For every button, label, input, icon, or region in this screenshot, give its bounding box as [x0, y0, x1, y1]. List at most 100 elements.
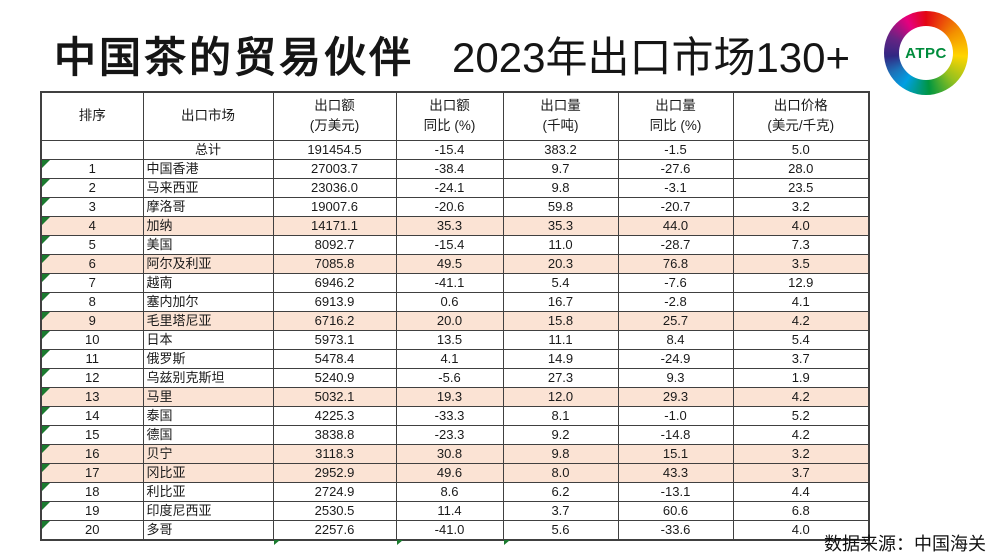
rank-cell: 19 [40, 500, 144, 521]
export-price-cell: 3.2 [732, 443, 870, 464]
export-value-yoy-cell: -33.3 [395, 405, 504, 426]
export-value-cell: 5032.1 [272, 386, 397, 407]
export-volume-cell: 27.3 [502, 367, 619, 388]
export-volume-yoy-cell: 9.3 [617, 367, 734, 388]
export-price-cell: 3.5 [732, 253, 870, 274]
table-row: 20 多哥 2257.6 -41.0 5.6 -33.6 4.0 [40, 519, 870, 540]
export-volume-cell: 35.3 [502, 215, 619, 236]
table-row: 18 利比亚 2724.9 8.6 6.2 -13.1 4.4 [40, 481, 870, 502]
export-price-cell: 7.3 [732, 234, 870, 255]
export-volume-cell: 12.0 [502, 386, 619, 407]
market-cell: 贝宁 [142, 443, 274, 464]
market-cell: 中国香港 [142, 158, 274, 179]
export-volume-yoy-cell: -3.1 [617, 177, 734, 198]
table-row: 13 马里 5032.1 19.3 12.0 29.3 4.2 [40, 386, 870, 407]
table-row: 15 德国 3838.8 -23.3 9.2 -14.8 4.2 [40, 424, 870, 445]
export-value-cell: 14171.1 [272, 215, 397, 236]
export-price-cell: 5.0 [732, 139, 870, 160]
cutoff-flag-icon [274, 540, 280, 545]
table-row: 16 贝宁 3118.3 30.8 9.8 15.1 3.2 [40, 443, 870, 464]
export-volume-cell: 16.7 [502, 291, 619, 312]
export-value-cell: 5478.4 [272, 348, 397, 369]
table-row: 6 阿尔及利亚 7085.8 49.5 20.3 76.8 3.5 [40, 253, 870, 274]
export-value-yoy-cell: 0.6 [395, 291, 504, 312]
table-row: 11 俄罗斯 5478.4 4.1 14.9 -24.9 3.7 [40, 348, 870, 369]
export-volume-yoy-cell: 44.0 [617, 215, 734, 236]
export-value-cell: 6913.9 [272, 291, 397, 312]
total-row: 总计 191454.5 -15.4 383.2 -1.5 5.0 [40, 139, 870, 160]
export-volume-cell: 14.9 [502, 348, 619, 369]
table-row: 12 乌兹别克斯坦 5240.9 -5.6 27.3 9.3 1.9 [40, 367, 870, 388]
export-price-cell: 5.2 [732, 405, 870, 426]
export-price-cell: 4.2 [732, 310, 870, 331]
export-volume-cell: 6.2 [502, 481, 619, 502]
export-value-yoy-cell: -24.1 [395, 177, 504, 198]
market-cell: 阿尔及利亚 [142, 253, 274, 274]
export-value-cell: 5973.1 [272, 329, 397, 350]
market-cell: 日本 [142, 329, 274, 350]
export-value-yoy-cell: 19.3 [395, 386, 504, 407]
col-header-rank: 排序 [40, 91, 144, 141]
col-header-market: 出口市场 [142, 91, 274, 141]
title-sub: 2023年出口市场130+ [452, 34, 851, 81]
market-cell: 俄罗斯 [142, 348, 274, 369]
export-value-cell: 5240.9 [272, 367, 397, 388]
export-value-yoy-cell: -23.3 [395, 424, 504, 445]
market-cell: 毛里塔尼亚 [142, 310, 274, 331]
export-value-cell: 2530.5 [272, 500, 397, 521]
export-value-cell: 8092.7 [272, 234, 397, 255]
export-value-yoy-cell: 49.5 [395, 253, 504, 274]
export-value-yoy-cell: -15.4 [395, 139, 504, 160]
table-row: 7 越南 6946.2 -41.1 5.4 -7.6 12.9 [40, 272, 870, 293]
data-source-note: 数据来源：中国海关 [824, 534, 986, 554]
export-volume-yoy-cell: -20.7 [617, 196, 734, 217]
header-row: 排序 出口市场 出口额 (万美元) 出口额 同比 (%) 出口量 (千吨) 出口… [40, 91, 870, 141]
export-volume-cell: 5.4 [502, 272, 619, 293]
export-volume-cell: 59.8 [502, 196, 619, 217]
export-value-cell: 27003.7 [272, 158, 397, 179]
table-row: 14 泰国 4225.3 -33.3 8.1 -1.0 5.2 [40, 405, 870, 426]
table-row: 2 马来西亚 23036.0 -24.1 9.8 -3.1 23.5 [40, 177, 870, 198]
export-volume-yoy-cell: -7.6 [617, 272, 734, 293]
export-value-yoy-cell: -20.6 [395, 196, 504, 217]
export-price-cell: 12.9 [732, 272, 870, 293]
table-row: 9 毛里塔尼亚 6716.2 20.0 15.8 25.7 4.2 [40, 310, 870, 331]
export-volume-yoy-cell: -33.6 [617, 519, 734, 540]
col-header-export-volume-yoy: 出口量 同比 (%) [617, 91, 734, 141]
export-volume-cell: 5.6 [502, 519, 619, 540]
export-volume-yoy-cell: -1.5 [617, 139, 734, 160]
export-volume-yoy-cell: -1.0 [617, 405, 734, 426]
export-volume-cell: 11.0 [502, 234, 619, 255]
market-cell: 塞内加尔 [142, 291, 274, 312]
table-row: 10 日本 5973.1 13.5 11.1 8.4 5.4 [40, 329, 870, 350]
rank-cell: 13 [40, 386, 144, 407]
rank-cell: 8 [40, 291, 144, 312]
market-cell: 马里 [142, 386, 274, 407]
rank-cell: 9 [40, 310, 144, 331]
export-volume-yoy-cell: -14.8 [617, 424, 734, 445]
table-row: 8 塞内加尔 6913.9 0.6 16.7 -2.8 4.1 [40, 291, 870, 312]
export-price-cell: 3.7 [732, 348, 870, 369]
rank-cell: 18 [40, 481, 144, 502]
rank-cell: 2 [40, 177, 144, 198]
export-value-cell: 7085.8 [272, 253, 397, 274]
market-cell: 多哥 [142, 519, 274, 540]
market-cell: 乌兹别克斯坦 [142, 367, 274, 388]
export-value-cell: 2724.9 [272, 481, 397, 502]
export-volume-yoy-cell: 29.3 [617, 386, 734, 407]
export-markets-table: 排序 出口市场 出口额 (万美元) 出口额 同比 (%) 出口量 (千吨) 出口… [40, 91, 870, 541]
export-volume-yoy-cell: 60.6 [617, 500, 734, 521]
export-volume-cell: 20.3 [502, 253, 619, 274]
rank-cell: 7 [40, 272, 144, 293]
export-price-cell: 4.2 [732, 386, 870, 407]
market-cell: 印度尼西亚 [142, 500, 274, 521]
export-value-yoy-cell: 20.0 [395, 310, 504, 331]
export-value-yoy-cell: -15.4 [395, 234, 504, 255]
export-volume-yoy-cell: 8.4 [617, 329, 734, 350]
rank-cell: 14 [40, 405, 144, 426]
page-title: 中国茶的贸易伙伴 2023年出口市场130+ [54, 24, 850, 85]
export-value-yoy-cell: 4.1 [395, 348, 504, 369]
cutoff-flag-icon [504, 540, 510, 545]
export-price-cell: 28.0 [732, 158, 870, 179]
table-row: 4 加纳 14171.1 35.3 35.3 44.0 4.0 [40, 215, 870, 236]
